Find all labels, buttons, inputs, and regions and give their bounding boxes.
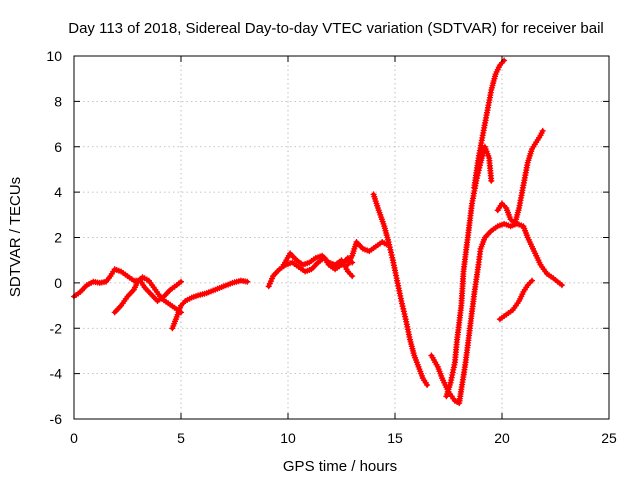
- y-tick-label: -6: [50, 411, 63, 427]
- plus-markers: [280, 250, 356, 280]
- y-tick-label: -2: [50, 320, 63, 336]
- plus-markers: [428, 220, 565, 407]
- grid: [74, 56, 609, 419]
- plus-markers: [496, 277, 535, 323]
- series-line: [371, 192, 430, 387]
- y-tick-label: 10: [46, 48, 62, 64]
- y-tick-label: -4: [50, 366, 63, 382]
- y-tick-label: 4: [54, 184, 62, 200]
- x-axis-label: GPS time / hours: [283, 458, 397, 475]
- y-tick-label: 6: [54, 139, 62, 155]
- y-tick-label: 2: [54, 230, 62, 246]
- data-series-track: [494, 127, 546, 227]
- plus-markers: [111, 274, 184, 316]
- y-tick-label: 8: [54, 93, 62, 109]
- data-series-track: [344, 239, 390, 268]
- data-series-track: [370, 191, 431, 388]
- y-axis-label: SDTVAR / TECUs: [7, 177, 24, 297]
- plus-markers: [471, 57, 508, 191]
- x-tick-label: 20: [494, 430, 510, 446]
- data-series-track: [169, 277, 251, 332]
- x-tick-label: 5: [177, 430, 185, 446]
- chart-title: Day 113 of 2018, Sidereal Day-to-day VTE…: [68, 20, 604, 37]
- y-tick-label: 0: [54, 275, 62, 291]
- data-series-track: [496, 277, 535, 323]
- data-series-track: [471, 57, 508, 191]
- x-tick-label: 25: [601, 430, 617, 446]
- plus-markers: [370, 191, 431, 388]
- axis-ticks: 0 5 10 15 20 25 -6 -4 -2 0 2 4 6 8 10: [46, 48, 617, 446]
- data-series-track: [280, 250, 356, 280]
- plus-markers: [344, 239, 390, 268]
- plus-markers: [169, 277, 251, 332]
- data-series-track: [428, 220, 565, 407]
- data-series-track: [111, 274, 184, 316]
- x-tick-label: 0: [70, 430, 78, 446]
- plus-markers: [494, 127, 546, 227]
- x-tick-label: 15: [387, 430, 403, 446]
- x-tick-label: 10: [280, 430, 296, 446]
- plot-area: [71, 57, 565, 407]
- series-line: [444, 144, 494, 399]
- plus-markers: [443, 143, 495, 400]
- data-series-track: [443, 143, 495, 400]
